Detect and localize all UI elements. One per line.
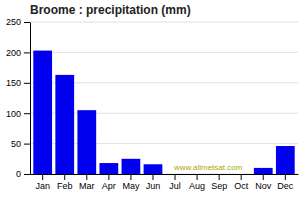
y-axis-line <box>30 23 31 175</box>
x-tick: May <box>122 174 140 191</box>
bar <box>122 159 141 174</box>
y-tick-label: 0 <box>16 169 21 179</box>
y-tick-mark <box>24 144 30 145</box>
y-tick-label: 200 <box>6 48 21 58</box>
y-tick: 250 <box>6 17 30 27</box>
x-axis: Jan Feb Mar Apr May Jun Jul Aug Sep Oct Nov Dec <box>31 174 299 191</box>
x-tick-label: Oct <box>234 181 249 191</box>
bars <box>33 51 294 174</box>
grid-line <box>30 22 298 23</box>
x-tick-label: Jan <box>35 181 50 191</box>
grid-line <box>30 52 298 53</box>
chart: 0 50 100 150 200 250 Jan Feb Mar Apr May Jun Jul Aug S… <box>0 0 306 200</box>
bar <box>232 174 251 175</box>
y-tick-label: 50 <box>11 139 21 149</box>
x-tick-mark <box>108 174 109 180</box>
x-tick-label: Apr <box>102 181 116 191</box>
x-tick: Mar <box>79 174 95 191</box>
watermark: www.allmetsat.com <box>173 163 243 172</box>
x-tick-mark <box>197 174 198 180</box>
x-tick: Oct <box>234 174 249 191</box>
x-tick: Feb <box>57 174 73 191</box>
x-tick-mark <box>42 174 43 180</box>
x-tick: Apr <box>102 174 116 191</box>
x-axis-line <box>31 174 299 175</box>
x-tick-mark <box>130 174 131 180</box>
y-tick-label: 150 <box>6 78 21 88</box>
y-tick-mark <box>24 83 30 84</box>
y-tick: 150 <box>6 78 30 88</box>
x-tick-label: Dec <box>277 181 294 191</box>
bar <box>254 168 273 174</box>
x-tick-mark <box>152 174 153 180</box>
x-tick: Sep <box>211 174 227 191</box>
y-tick: 100 <box>6 109 30 119</box>
bar <box>188 174 207 175</box>
x-tick: Jun <box>146 174 161 191</box>
bar <box>99 163 118 174</box>
x-tick-mark <box>263 174 264 180</box>
y-tick: 50 <box>11 139 30 149</box>
plot: 0 50 100 150 200 250 Jan Feb Mar Apr May Jun Jul Aug S… <box>6 17 299 191</box>
y-tick-label: 250 <box>6 17 21 27</box>
grid <box>30 22 298 174</box>
y-tick-mark <box>24 113 30 114</box>
x-tick-label: Jul <box>169 181 181 191</box>
y-tick-label: 100 <box>6 109 21 119</box>
bar <box>33 51 52 174</box>
x-tick-label: May <box>122 181 140 191</box>
bar <box>166 174 185 175</box>
y-tick: 200 <box>6 48 30 58</box>
y-axis: 0 50 100 150 200 250 <box>6 17 31 179</box>
x-tick-label: Sep <box>211 181 227 191</box>
x-tick-label: Mar <box>79 181 95 191</box>
x-tick: Jul <box>169 174 181 191</box>
bar <box>55 75 74 174</box>
x-tick-mark <box>241 174 242 180</box>
y-tick-mark <box>24 174 30 175</box>
x-tick: Dec <box>277 174 294 191</box>
bar <box>77 110 96 174</box>
x-tick: Aug <box>189 174 205 191</box>
x-tick-mark <box>64 174 65 180</box>
bar <box>144 164 163 174</box>
x-tick-label: Nov <box>255 181 272 191</box>
bar <box>210 174 229 175</box>
x-tick: Nov <box>255 174 272 191</box>
title: Broome : precipitation (mm) <box>30 3 191 17</box>
x-tick-mark <box>219 174 220 180</box>
y-tick-mark <box>24 22 30 23</box>
bar <box>276 146 295 174</box>
x-tick: Jan <box>35 174 50 191</box>
y-tick: 0 <box>16 169 30 179</box>
x-tick-mark <box>285 174 286 180</box>
x-tick-label: Jun <box>146 181 161 191</box>
x-tick-label: Aug <box>189 181 205 191</box>
x-tick-label: Feb <box>57 181 73 191</box>
x-tick-mark <box>86 174 87 180</box>
x-tick-mark <box>175 174 176 180</box>
y-tick-mark <box>24 52 30 53</box>
